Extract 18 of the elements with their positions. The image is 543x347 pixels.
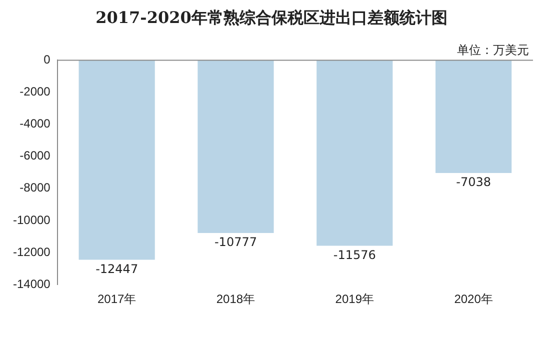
y-tick-label: -10000 xyxy=(12,212,51,227)
data-label: -7038 xyxy=(456,175,491,190)
y-tick-label: -8000 xyxy=(20,180,51,195)
y-tick-label: -2000 xyxy=(20,84,51,99)
data-label: -12447 xyxy=(96,262,138,276)
data-label: -10777 xyxy=(214,235,257,250)
y-tick-label: -12000 xyxy=(12,244,51,259)
x-tick-label: 2017年 xyxy=(97,292,136,306)
y-tick-label: -4000 xyxy=(20,116,51,131)
text: 单位：万美元 xyxy=(457,42,529,59)
y-tick-label: -14000 xyxy=(12,276,51,291)
y-tick-label: -6000 xyxy=(20,148,51,163)
x-tick-label: 2018年 xyxy=(216,292,256,306)
x-tick-label: 2020年 xyxy=(454,292,493,306)
chart-title: 2017-2020年常熟综合保税区进出口差额统计图 xyxy=(94,8,448,29)
data-label: -11576 xyxy=(333,248,376,262)
x-tick-label: 2019年 xyxy=(335,292,374,306)
y-tick-label: 0 xyxy=(44,52,51,67)
